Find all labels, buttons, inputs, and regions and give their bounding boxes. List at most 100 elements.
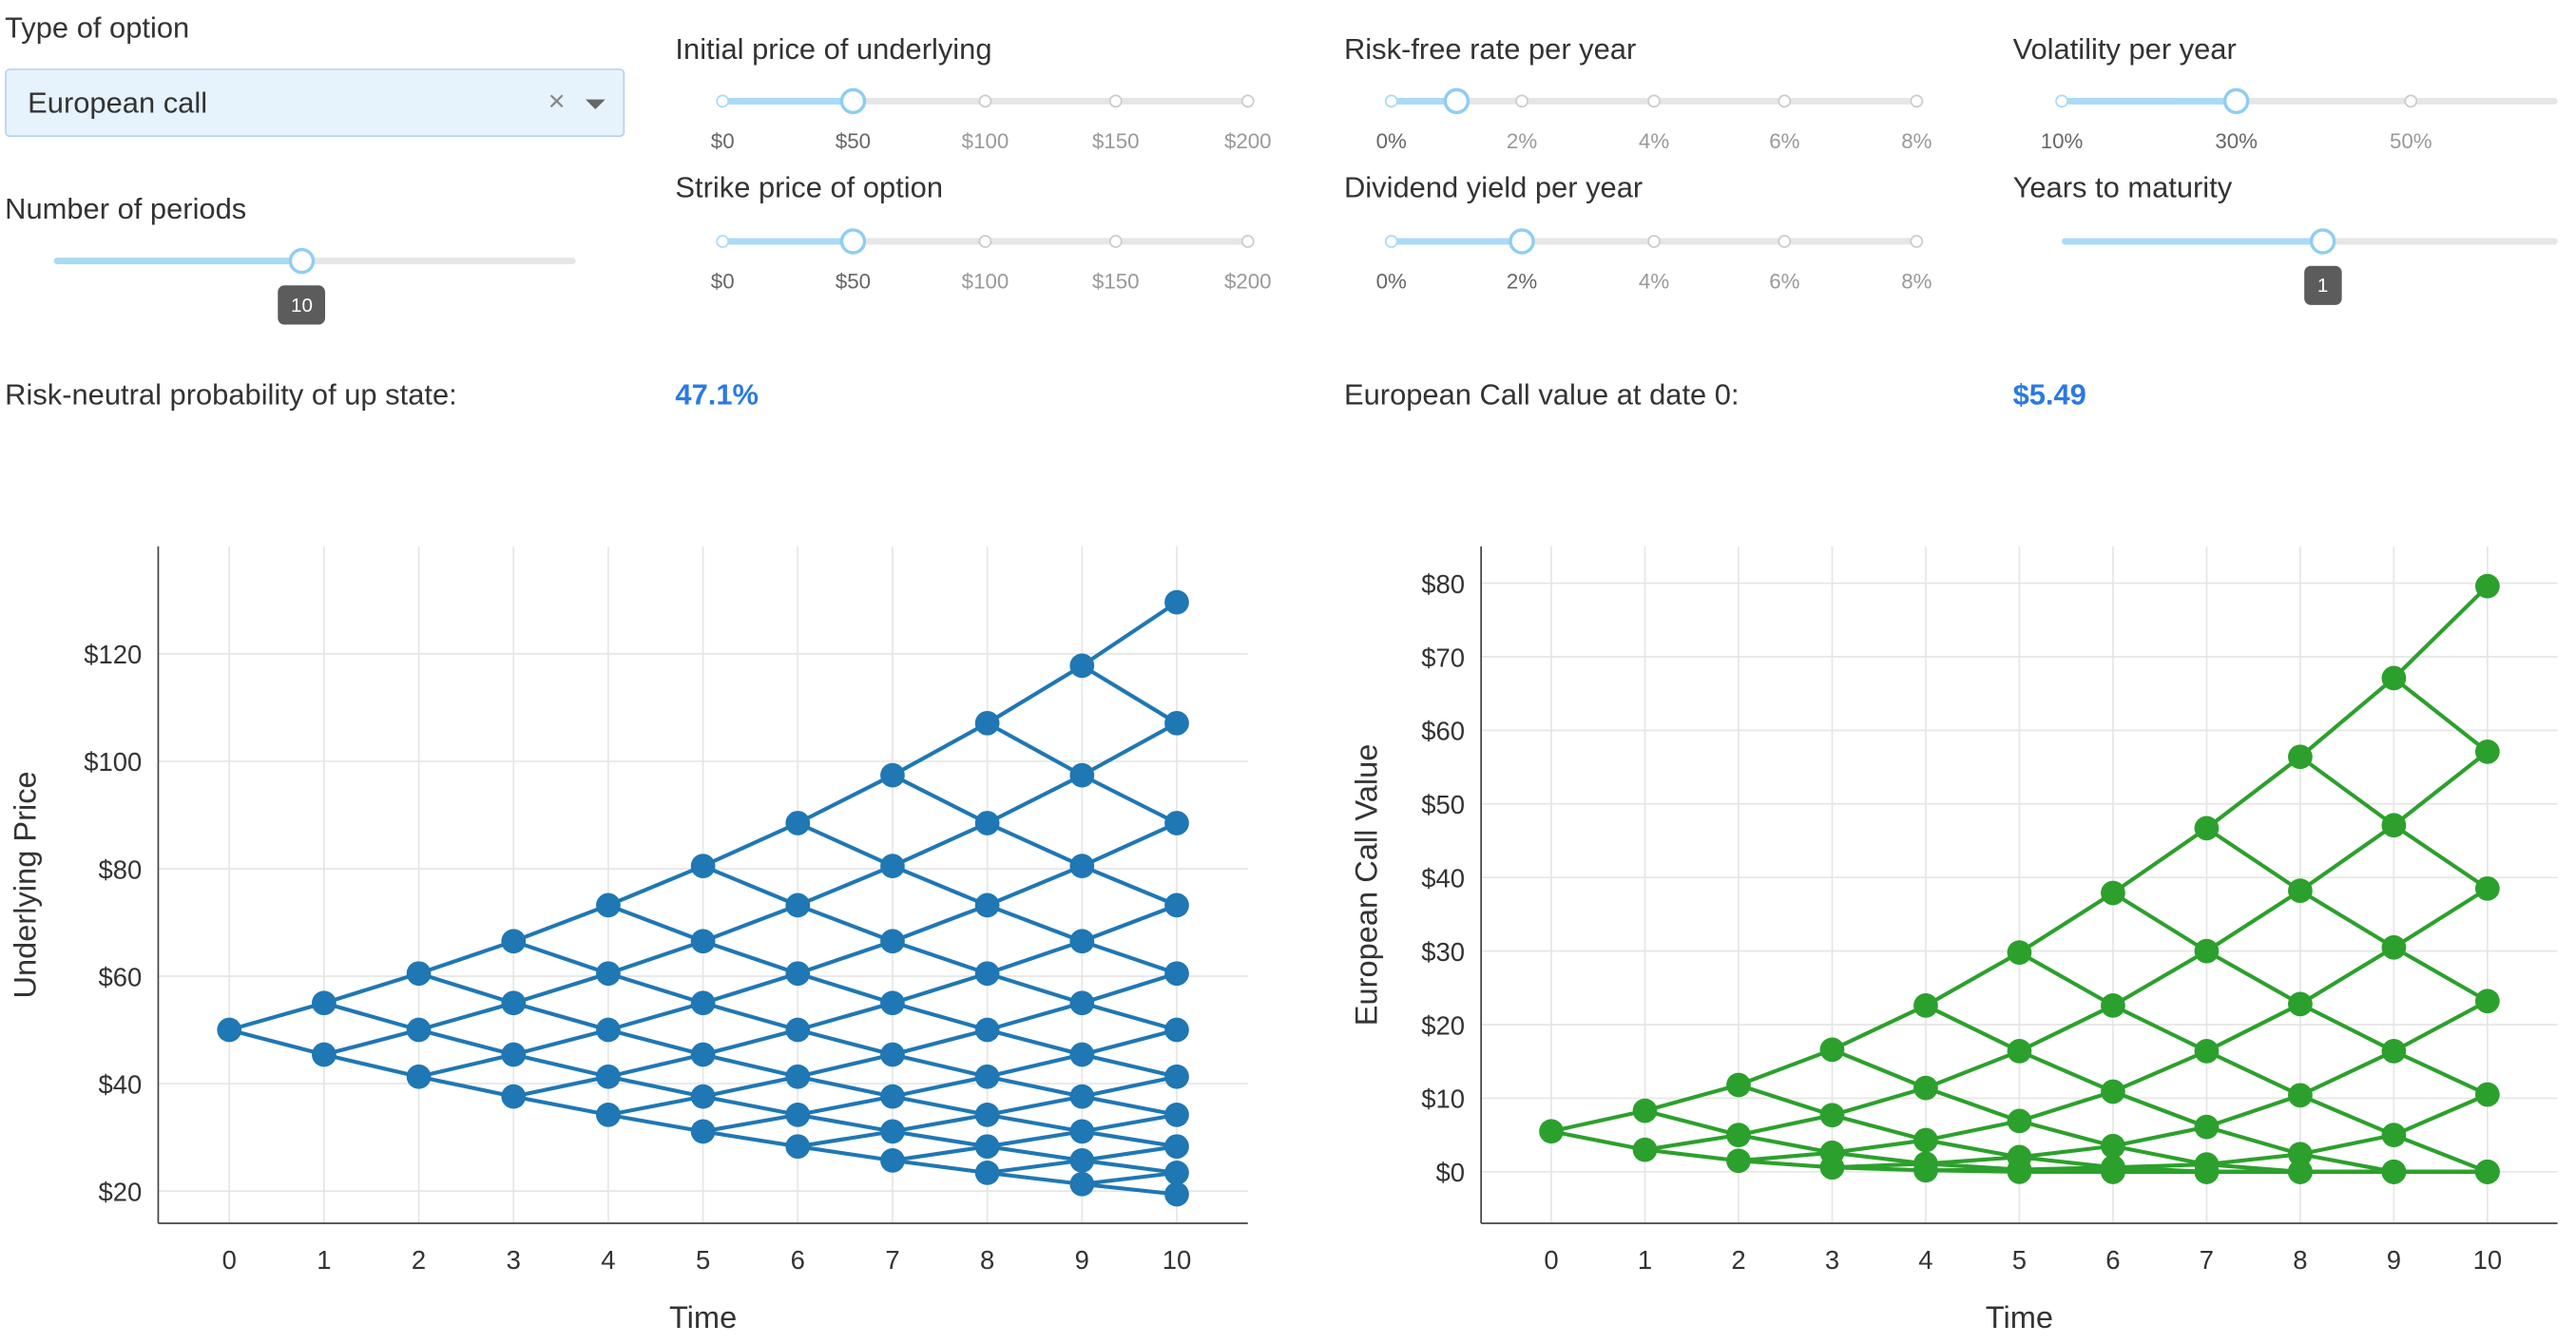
slider-dot [978, 94, 992, 108]
y-tick-label: $50 [1421, 790, 1465, 819]
tree-node [1069, 1171, 1095, 1197]
tree-edge [2205, 1049, 2301, 1098]
periods-slider-handle[interactable] [288, 247, 316, 275]
tree-edge [1738, 1047, 1834, 1087]
tree-node [596, 1102, 621, 1127]
tree-node [1819, 1103, 1845, 1128]
tree-edge [2393, 945, 2489, 1004]
tree-edge [607, 971, 704, 1006]
tree-edge [228, 1027, 325, 1057]
dividend-yield-slider[interactable]: 0% 2% 4% 6% 8% [1376, 228, 1932, 307]
volatility-slider-handle[interactable] [2222, 87, 2250, 115]
tree-edge [987, 971, 1083, 1006]
tree-edge [1081, 1001, 1178, 1032]
tree-node [880, 854, 905, 879]
tree-node [1069, 1084, 1095, 1109]
tree-edge [987, 1158, 1083, 1175]
risk-free-rate-slider[interactable]: 0% 2% 4% 6% 8% [1376, 87, 1932, 166]
tree-edge [2298, 676, 2395, 758]
risk-neutral-prob-label: Risk-neutral probability of up state: [5, 378, 457, 412]
tree-node [2381, 934, 2407, 960]
tree-node [690, 1084, 716, 1109]
tree-node [2007, 940, 2032, 966]
slider-dot [2404, 94, 2418, 108]
risk-free-rate-slider-handle[interactable] [1443, 87, 1471, 115]
strike-price-slider-handle[interactable] [839, 228, 867, 255]
tree-edge [702, 1074, 798, 1099]
tree-edge [1925, 1119, 2020, 1142]
tree-edge [2205, 949, 2301, 1007]
tree-node [1164, 1181, 1189, 1207]
clear-icon[interactable]: × [548, 85, 566, 118]
periods-value-tooltip: 10 [278, 285, 326, 325]
slider-dot [1647, 235, 1661, 248]
tree-edge [702, 864, 799, 908]
slider-mark: 50% [2389, 128, 2432, 154]
tree-edge [2298, 823, 2395, 893]
dividend-yield-slider-handle[interactable] [1509, 228, 1535, 255]
option-type-dropdown[interactable]: European call × [5, 68, 625, 138]
tree-edge [892, 939, 989, 976]
tree-node [785, 811, 811, 835]
tree-edge [1832, 1150, 1927, 1166]
tree-edge [1831, 1085, 1927, 1118]
x-tick-label: 4 [1918, 1245, 1932, 1275]
tree-edge [2205, 755, 2302, 830]
tree-node [1164, 1102, 1189, 1127]
volatility-slider[interactable]: 10% 30% 50% [2041, 87, 2558, 166]
tree-edge [2298, 889, 2395, 950]
tree-edge [987, 1001, 1083, 1032]
tree-edge [2112, 1162, 2207, 1170]
slider-dot [2055, 94, 2068, 108]
tree-edge [607, 939, 704, 976]
underlying-price-slider[interactable]: $0 $50 $100 $150 $200 [711, 87, 1272, 166]
periods-slider[interactable]: 10 [53, 247, 576, 327]
maturity-slider-handle[interactable] [2309, 228, 2336, 255]
tree-node [2474, 1082, 2500, 1107]
tree-edge [512, 939, 609, 976]
tree-edge [2018, 1048, 2114, 1094]
slider-dot [978, 235, 992, 248]
tree-edge [892, 1144, 988, 1162]
tree-node [1164, 893, 1189, 918]
strike-price-slider[interactable]: $0 $50 $100 $150 $200 [711, 228, 1272, 307]
tree-edge [892, 1001, 989, 1032]
tree-edge [702, 1129, 798, 1149]
tree-edge [418, 1027, 514, 1057]
tree-edge [892, 773, 989, 825]
chevron-down-icon[interactable] [586, 99, 606, 109]
tree-edge [512, 971, 609, 1006]
periods-label: Number of periods [5, 192, 247, 225]
y-tick-label: $60 [99, 962, 143, 991]
tree-node [2288, 1142, 2313, 1167]
tree-edge [512, 1001, 609, 1032]
maturity-slider[interactable]: 1 [2062, 228, 2558, 307]
tree-edge [2299, 1152, 2394, 1174]
tree-node [501, 929, 527, 954]
tree-edge [702, 1094, 798, 1117]
slider-dot [1108, 235, 1123, 248]
tree-edge [702, 821, 799, 869]
underlying-price-slider-handle[interactable] [839, 87, 867, 115]
tree-edge [987, 1170, 1083, 1186]
tree-node [2381, 1159, 2407, 1184]
y-tick-label: $40 [99, 1069, 143, 1099]
tree-edge [2205, 889, 2302, 953]
tree-edge [1082, 1158, 1178, 1175]
tree-edge [2111, 826, 2208, 895]
slider-mark: $200 [1223, 128, 1272, 154]
tree-edge [2298, 1002, 2395, 1053]
tree-node [1164, 1064, 1189, 1089]
slider-mark: $0 [710, 128, 735, 154]
tree-node [2288, 744, 2313, 770]
slider-mark: $150 [1091, 128, 1140, 154]
tree-node [2474, 989, 2500, 1014]
x-tick-label: 8 [980, 1245, 994, 1275]
tree-edge [1738, 1133, 1833, 1155]
tree-edge [2393, 999, 2489, 1053]
slider-fill [1391, 97, 1457, 105]
option-value-label: European Call value at date 0: [1344, 378, 1740, 412]
tree-edge [1081, 1052, 1178, 1079]
tree-node [785, 961, 811, 987]
tree-edge [1081, 971, 1178, 1006]
